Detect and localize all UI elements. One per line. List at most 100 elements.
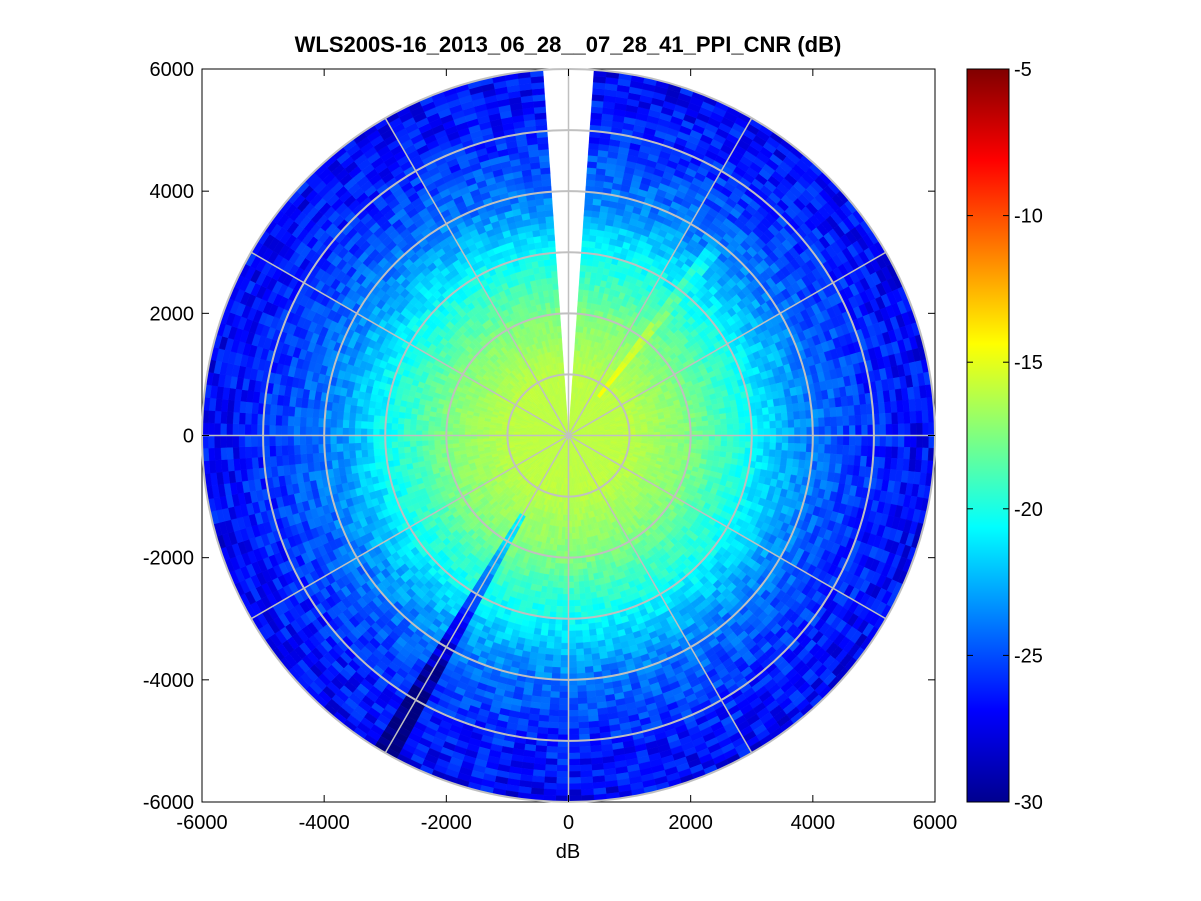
- cnr-cell: [659, 438, 667, 443]
- cnr-cell: [904, 423, 911, 436]
- cnr-cell: [885, 412, 893, 425]
- cnr-cell: [583, 215, 592, 224]
- cnr-cell: [902, 399, 910, 413]
- cnr-cell: [896, 400, 904, 413]
- cnr-cell: [677, 423, 685, 429]
- cnr-cell: [779, 404, 788, 414]
- cnr-cell: [724, 406, 733, 414]
- cnr-cell: [897, 423, 905, 436]
- cnr-cell: [835, 406, 843, 418]
- cnr-cell: [780, 450, 789, 459]
- cnr-cell: [824, 426, 832, 436]
- cnr-cell: [585, 265, 593, 273]
- cnr-cell: [879, 424, 887, 436]
- cnr-cell: [859, 455, 868, 468]
- cnr-cell: [763, 428, 771, 436]
- cnr-cell: [891, 423, 899, 436]
- cnr-cell: [763, 435, 771, 443]
- cnr-cell: [696, 439, 704, 446]
- cnr-cell: [896, 458, 904, 471]
- cnr-cell: [781, 435, 789, 444]
- cnr-cell: [733, 429, 740, 436]
- cnr-cell: [836, 435, 844, 446]
- cnr-cell: [582, 228, 591, 236]
- cnr-cell: [921, 410, 929, 424]
- cnr-cell: [910, 423, 917, 436]
- cnr-cell: [799, 451, 807, 461]
- cnr-cell: [592, 198, 602, 206]
- cnr-cell: [878, 456, 886, 469]
- cnr-cell: [731, 411, 739, 419]
- cnr-cell: [859, 403, 868, 416]
- cnr-cell: [855, 425, 862, 436]
- cnr-cell: [891, 412, 899, 425]
- cnr-cell: [879, 435, 887, 447]
- cnr-cell: [842, 435, 850, 446]
- cnr-cell: [641, 429, 649, 434]
- cnr-cell: [720, 435, 728, 442]
- cnr-cell: [726, 440, 734, 448]
- cnr-cell: [587, 148, 599, 157]
- cnr-cell: [775, 420, 783, 429]
- cnr-cell: [768, 413, 776, 422]
- cnr-cell: [842, 425, 850, 436]
- cnr-cell: [769, 428, 777, 436]
- cnr-cell: [736, 404, 745, 412]
- cnr-cell: [590, 112, 603, 120]
- cnr-cell: [775, 427, 783, 436]
- cnr-cell: [696, 425, 704, 432]
- cnr-cell: [665, 438, 673, 443]
- cnr-cell: [725, 451, 733, 459]
- cnr-cell: [702, 439, 710, 446]
- cnr-cell: [885, 435, 893, 448]
- cnr-cell: [908, 398, 917, 412]
- cnr-cell: [589, 228, 598, 237]
- cnr-cell: [757, 428, 765, 436]
- cnr-cell: [878, 402, 886, 415]
- cnr-cell: [841, 405, 850, 417]
- cnr-cell: [774, 412, 783, 422]
- cnr-cell: [780, 412, 789, 421]
- cnr-cell: [719, 413, 727, 420]
- cnr-cell: [798, 459, 806, 469]
- cnr-cell: [909, 410, 917, 424]
- cnr-cell: [738, 441, 746, 449]
- cnr-cell: [818, 443, 826, 454]
- cnr-cell: [836, 416, 844, 427]
- cnr-cell: [577, 301, 583, 309]
- cnr-cell: [714, 445, 722, 452]
- cnr-cell: [922, 435, 930, 449]
- cnr-cell: [695, 444, 703, 450]
- cnr-cell: [786, 411, 795, 421]
- cnr-cell: [800, 426, 807, 436]
- cnr-cell: [677, 439, 685, 444]
- cnr-cell: [590, 216, 600, 225]
- cnr-cell: [853, 455, 862, 467]
- cnr-cell: [884, 457, 892, 470]
- cnr-cell: [701, 420, 709, 427]
- cnr-cell: [787, 442, 795, 452]
- cnr-cell: [653, 425, 661, 430]
- cnr-cell: [830, 416, 838, 427]
- cnr-cell: [830, 425, 838, 436]
- cnr-cell: [726, 423, 734, 431]
- cnr-cell: [738, 447, 746, 455]
- cnr-cell: [757, 421, 765, 430]
- cnr-cell: [891, 446, 899, 459]
- cnr-cell: [708, 430, 716, 436]
- cnr-cell: [921, 447, 929, 461]
- cnr-cell: [916, 435, 924, 449]
- cnr-cell: [730, 405, 739, 413]
- cnr-cell: [732, 423, 740, 430]
- cnr-cell: [708, 425, 716, 431]
- cnr-cell: [829, 453, 837, 464]
- cnr-cell: [800, 435, 807, 445]
- cnr-cell: [847, 405, 856, 417]
- cnr-cell: [767, 456, 776, 465]
- cnr-cell: [903, 446, 911, 460]
- cnr-cell: [847, 454, 856, 466]
- cnr-cell: [720, 424, 728, 431]
- cnr-cell: [707, 445, 715, 452]
- cnr-cell: [792, 458, 800, 469]
- cnr-cell: [824, 416, 832, 427]
